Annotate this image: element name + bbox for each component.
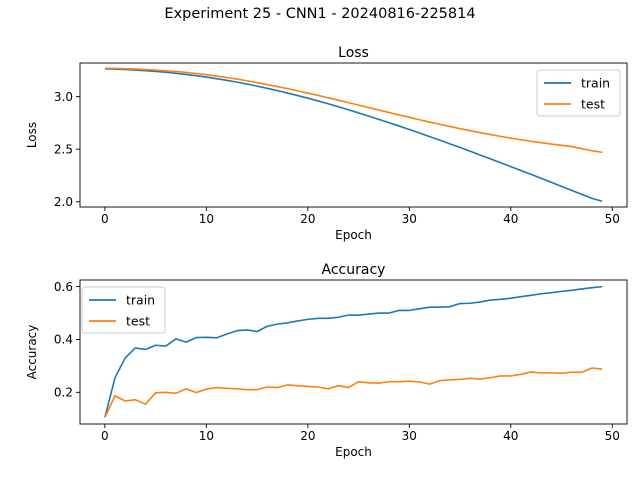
loss-xtick-label: 30 bbox=[402, 212, 417, 226]
accuracy-ytick-label: 0.2 bbox=[54, 386, 73, 400]
accuracy-ytick-label: 0.4 bbox=[54, 333, 73, 347]
accuracy-xtick-label: 10 bbox=[199, 429, 214, 443]
loss-ylabel: Loss bbox=[25, 122, 39, 148]
loss-legend: train test bbox=[536, 69, 621, 117]
figure-suptitle: Experiment 25 - CNN1 - 20240816-225814 bbox=[164, 6, 476, 22]
accuracy-ylabel: Accuracy bbox=[25, 325, 39, 380]
loss-xtick-label: 20 bbox=[300, 212, 315, 226]
accuracy-subplot: Accuracy 0 10 20 30 40 50 0.2 0.4 0.6 Epoch Accurac… bbox=[25, 262, 628, 459]
loss-ytick-label: 3.0 bbox=[54, 90, 73, 104]
loss-axes-frame bbox=[79, 62, 628, 208]
accuracy-title: Accuracy bbox=[322, 262, 386, 278]
loss-ytick-label: 2.0 bbox=[54, 195, 73, 209]
accuracy-xtick-label: 20 bbox=[300, 429, 315, 443]
accuracy-xtick-label: 0 bbox=[101, 429, 109, 443]
loss-title: Loss bbox=[338, 45, 369, 61]
loss-subplot: Loss 0 10 20 30 40 50 2.0 2.5 3.0 Epoch Loss train te… bbox=[25, 45, 628, 242]
loss-legend-label-train: train bbox=[581, 76, 610, 91]
loss-legend-label-test: test bbox=[581, 97, 605, 112]
loss-ytick-label: 2.5 bbox=[54, 142, 73, 156]
accuracy-xtick-label: 30 bbox=[402, 429, 417, 443]
accuracy-legend-label-train: train bbox=[126, 293, 155, 308]
accuracy-ytick-label: 0.6 bbox=[54, 280, 73, 294]
accuracy-series-test-line bbox=[104, 367, 603, 418]
loss-xtick-label: 40 bbox=[503, 212, 518, 226]
accuracy-legend-label-test: test bbox=[126, 314, 150, 329]
loss-xtick-label: 0 bbox=[101, 212, 109, 226]
loss-series-train-line bbox=[104, 67, 603, 202]
accuracy-legend: train test bbox=[81, 286, 166, 334]
accuracy-axes-frame bbox=[79, 279, 628, 425]
loss-series-test-line bbox=[104, 67, 603, 154]
accuracy-xtick-label: 40 bbox=[503, 429, 518, 443]
accuracy-xtick-label: 50 bbox=[605, 429, 620, 443]
accuracy-series-train-line bbox=[104, 285, 603, 418]
accuracy-xlabel: Epoch bbox=[335, 445, 372, 459]
loss-xtick-label: 10 bbox=[199, 212, 214, 226]
loss-xlabel: Epoch bbox=[335, 228, 372, 242]
loss-xtick-label: 50 bbox=[605, 212, 620, 226]
